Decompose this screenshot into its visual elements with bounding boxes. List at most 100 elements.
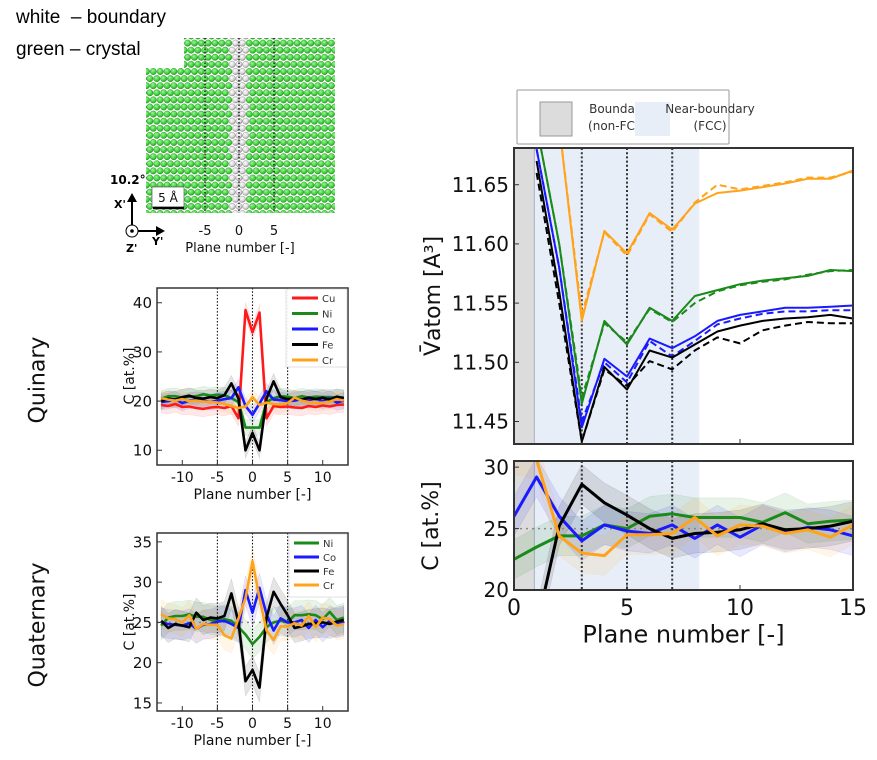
- crystal-atom: [249, 146, 257, 154]
- crystal-atom: [262, 188, 270, 196]
- crystal-atom: [160, 89, 168, 97]
- crystal-atom: [259, 181, 267, 189]
- crystal-atom: [324, 146, 332, 154]
- crystal-atom: [276, 38, 284, 40]
- crystal-atom: [153, 160, 161, 168]
- crystal-atom: [170, 53, 178, 61]
- crystal-atom: [283, 89, 291, 97]
- crystal-atom: [221, 38, 229, 40]
- crystal-atom: [218, 53, 226, 61]
- crystal-atom: [225, 210, 233, 213]
- crystal-atom: [290, 60, 298, 68]
- crystal-atom: [177, 210, 185, 213]
- crystal-atom: [218, 195, 226, 203]
- crystal-atom: [256, 160, 264, 168]
- boundary-atom: [232, 110, 240, 118]
- boundary-atom: [232, 181, 240, 189]
- crystal-atom: [317, 75, 325, 83]
- x-axis-label: Plane number [-]: [582, 621, 784, 649]
- crystal-atom: [160, 75, 168, 83]
- crystal-atom: [245, 68, 253, 75]
- crystal-atom: [269, 174, 277, 182]
- crystal-atom: [146, 75, 154, 83]
- crystal-atom: [191, 110, 198, 118]
- crystal-atom: [304, 146, 311, 154]
- crystal-atom: [307, 82, 315, 90]
- crystal-atom: [245, 53, 253, 61]
- crystal-atom: [334, 139, 335, 146]
- crystal-atom: [259, 82, 267, 90]
- crystal-atom: [245, 96, 253, 104]
- series-line-cr: [535, 461, 853, 558]
- legend-swatch-near-boundary: [635, 102, 670, 136]
- crystal-atom: [317, 103, 325, 111]
- crystal-atom: [269, 160, 277, 168]
- boundary-atom: [232, 139, 240, 146]
- crystal-atom: [187, 160, 195, 168]
- crystal-atom: [146, 160, 147, 168]
- crystal-atom: [334, 181, 335, 189]
- crystal-atom: [156, 210, 164, 213]
- x-axis-label: Plane number [-]: [194, 487, 312, 503]
- crystal-atom: [146, 146, 154, 154]
- crystal-atom: [191, 68, 198, 75]
- crystal-atom: [211, 110, 219, 118]
- crystal-atom: [167, 174, 174, 182]
- crystal-atom: [184, 139, 192, 146]
- crystal-atom: [300, 181, 308, 189]
- crystal-atom: [280, 181, 287, 189]
- crystal-atom: [297, 174, 305, 182]
- crystal-atom: [149, 210, 157, 213]
- crystal-atom: [269, 117, 277, 125]
- crystal-atom: [286, 181, 294, 189]
- crystal-atom: [286, 39, 294, 47]
- crystal-atom: [310, 46, 318, 54]
- y-axis-label: C [at.%]: [122, 348, 138, 405]
- crystal-atom: [266, 139, 274, 146]
- crystal-atom: [280, 139, 287, 146]
- crystal-atom: [214, 174, 222, 182]
- crystal-atom: [262, 202, 270, 210]
- crystal-atom: [187, 146, 195, 154]
- crystal-atom: [259, 139, 267, 146]
- y-tick-label: 11.50: [452, 351, 509, 375]
- legend-label-boundary-sub: (non-FCC): [588, 119, 648, 133]
- crystal-atom: [149, 39, 157, 47]
- crystal-atom: [146, 103, 147, 111]
- crystal-atom: [276, 89, 284, 97]
- crystal-atom: [204, 110, 212, 118]
- boundary-atom: [235, 75, 243, 83]
- crystal-atom: [324, 38, 332, 40]
- crystal-atom: [146, 75, 147, 83]
- legend-label-fe: Fe: [323, 567, 334, 578]
- crystal-atom: [208, 60, 216, 68]
- crystal-atom: [160, 46, 168, 54]
- crystal-atom: [252, 82, 260, 90]
- crystal-atom: [146, 174, 154, 182]
- series-line-ni: [514, 511, 853, 561]
- crystal-atom: [167, 117, 174, 125]
- crystal-atom: [334, 153, 335, 161]
- crystal-atom: [163, 153, 171, 161]
- crystal-atom: [290, 202, 298, 210]
- crystal-atom: [170, 39, 178, 47]
- crystal-atom: [194, 174, 202, 182]
- plot-area: [514, 148, 853, 444]
- legend-label-near-boundary: Near-boundary: [665, 102, 754, 116]
- boundary-atom: [235, 89, 243, 97]
- atomistic-image: 5 Å 10.2° X' Z' Y' -5 0 5 Plane number [-]: [110, 38, 335, 256]
- crystal-atom: [218, 96, 226, 104]
- crystal-atom: [194, 202, 202, 210]
- boundary-atom: [242, 188, 250, 196]
- boundary-atom: [238, 96, 246, 104]
- crystal-atom: [160, 146, 168, 154]
- crystal-atom: [259, 39, 267, 47]
- x-tick-label: 10: [314, 716, 332, 732]
- crystal-atom: [300, 53, 308, 61]
- boundary-atom: [242, 160, 250, 168]
- crystal-atom: [324, 75, 332, 83]
- crystal-atom: [304, 202, 311, 210]
- crystal-atom: [290, 174, 298, 182]
- crystal-atom: [204, 153, 212, 161]
- crystal-atom: [314, 167, 322, 175]
